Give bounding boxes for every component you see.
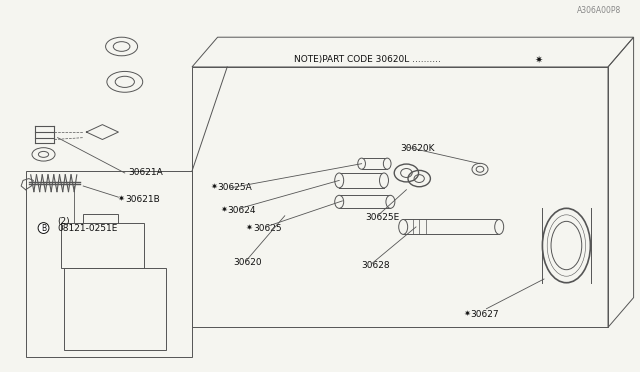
Text: (2): (2) xyxy=(58,217,70,226)
Ellipse shape xyxy=(335,173,344,188)
Ellipse shape xyxy=(495,219,504,234)
Text: 30620K: 30620K xyxy=(400,144,435,153)
Text: 30621A: 30621A xyxy=(128,169,163,177)
Ellipse shape xyxy=(335,195,344,208)
Text: 30620: 30620 xyxy=(234,258,262,267)
Text: NOTE)PART CODE 30620L ..........: NOTE)PART CODE 30620L .......... xyxy=(294,55,441,64)
Text: 30625E: 30625E xyxy=(365,213,399,222)
Ellipse shape xyxy=(358,158,365,169)
Text: 08121-0251E: 08121-0251E xyxy=(58,224,118,233)
Text: 30621B: 30621B xyxy=(125,195,159,203)
Text: ✷: ✷ xyxy=(246,224,253,233)
Text: B: B xyxy=(41,224,46,232)
Ellipse shape xyxy=(380,173,388,188)
Text: ✷: ✷ xyxy=(220,206,227,215)
Ellipse shape xyxy=(386,195,395,208)
Text: 30628: 30628 xyxy=(362,262,390,270)
Text: 30624: 30624 xyxy=(227,206,256,215)
Text: ✷: ✷ xyxy=(463,310,470,319)
Text: A306A00P8: A306A00P8 xyxy=(577,6,621,15)
Ellipse shape xyxy=(399,219,408,234)
Text: ✷: ✷ xyxy=(534,55,543,64)
Text: ✷: ✷ xyxy=(118,195,125,203)
Text: 30625: 30625 xyxy=(253,224,282,233)
Ellipse shape xyxy=(383,158,391,169)
Text: ✷: ✷ xyxy=(211,183,218,192)
Text: 30627: 30627 xyxy=(470,310,499,319)
Text: 30625A: 30625A xyxy=(218,183,252,192)
